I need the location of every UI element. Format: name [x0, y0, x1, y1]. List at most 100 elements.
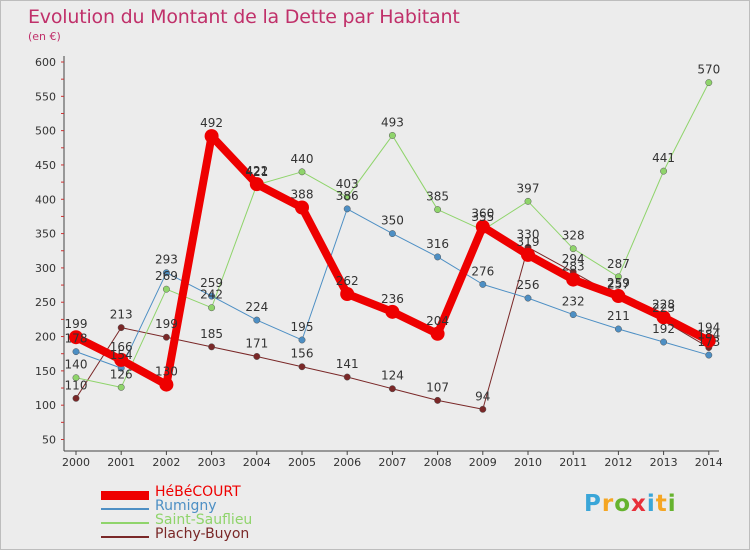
x-tick-label: 2003 — [198, 456, 226, 469]
data-label: 224 — [245, 300, 268, 314]
data-point — [72, 374, 80, 382]
data-label: 269 — [155, 269, 178, 283]
data-label: 328 — [562, 229, 585, 243]
data-label: 256 — [517, 278, 540, 292]
data-label: 388 — [291, 188, 314, 202]
data-label: 386 — [336, 189, 359, 203]
data-label: 166 — [110, 340, 133, 354]
data-point — [434, 206, 442, 214]
data-point — [475, 219, 490, 234]
data-point — [208, 292, 216, 300]
data-label: 422 — [245, 164, 268, 178]
data-label: 385 — [426, 190, 449, 204]
y-tick-label: 150 — [35, 365, 56, 378]
y-tick-label: 300 — [35, 262, 56, 275]
data-label: 276 — [471, 264, 494, 278]
data-point — [208, 343, 216, 351]
data-point — [72, 394, 80, 402]
legend-swatch — [101, 536, 149, 538]
data-label: 199 — [155, 317, 178, 331]
y-tick-label: 600 — [35, 56, 56, 69]
logo-letter: x — [631, 491, 647, 517]
data-point — [343, 193, 351, 201]
data-point — [298, 336, 306, 344]
y-tick-label: 500 — [35, 125, 56, 138]
data-point — [162, 333, 170, 341]
y-tick-label: 100 — [35, 399, 56, 412]
data-label: 178 — [65, 332, 88, 346]
data-label: 397 — [517, 181, 540, 195]
legend-label: Saint-Sauflieu — [155, 512, 253, 528]
data-label: 173 — [697, 335, 720, 349]
y-tick-label: 350 — [35, 228, 56, 241]
data-point — [204, 129, 219, 144]
data-point — [340, 286, 355, 301]
data-point — [388, 230, 396, 238]
data-label: 262 — [336, 274, 359, 288]
data-label: 316 — [426, 237, 449, 251]
logo-letter: i — [667, 491, 677, 517]
data-point — [249, 177, 264, 192]
data-label: 107 — [426, 380, 449, 394]
data-label: 126 — [110, 367, 133, 381]
data-point — [566, 272, 581, 287]
series-labels-group: 1991661304924223882622362043603192832592… — [65, 63, 721, 404]
data-label: 223 — [652, 301, 675, 315]
data-label: 421 — [245, 165, 268, 179]
data-label: 350 — [381, 214, 404, 228]
data-label: 154 — [110, 348, 133, 362]
data-label: 124 — [381, 369, 404, 383]
y-tick-label: 450 — [35, 159, 56, 172]
data-point — [385, 304, 400, 319]
data-point — [614, 273, 622, 281]
data-point — [434, 253, 442, 261]
data-label: 185 — [200, 327, 223, 341]
data-point — [117, 324, 125, 332]
data-point — [660, 167, 668, 175]
data-label: 403 — [336, 177, 359, 191]
legend-swatch — [101, 522, 149, 524]
data-label: 440 — [291, 152, 314, 166]
data-label: 195 — [291, 320, 314, 334]
data-label: 319 — [517, 235, 540, 249]
y-tick-label: 400 — [35, 193, 56, 206]
data-label: 156 — [291, 347, 314, 361]
x-tick-label: 2013 — [650, 456, 678, 469]
data-label: 232 — [562, 295, 585, 309]
data-point — [343, 205, 351, 213]
data-label: 259 — [200, 276, 223, 290]
data-label: 570 — [697, 63, 720, 77]
data-point — [162, 285, 170, 293]
data-point — [208, 304, 216, 312]
y-tick-label: 250 — [35, 296, 56, 309]
data-point — [298, 168, 306, 176]
logo-letter: P — [584, 491, 602, 517]
data-point — [117, 383, 125, 391]
data-label: 211 — [607, 309, 630, 323]
logo-letter: r — [601, 491, 615, 517]
data-label: 228 — [652, 297, 675, 311]
x-tick-label: 2004 — [243, 456, 271, 469]
data-point — [569, 311, 577, 319]
data-label: 293 — [155, 253, 178, 267]
data-point — [388, 385, 396, 393]
chart-title: Evolution du Montant de la Dette par Hab… — [28, 6, 460, 28]
data-label: 213 — [110, 308, 133, 322]
data-label: 493 — [381, 115, 404, 129]
logo-letter: i — [646, 491, 656, 517]
data-point — [434, 396, 442, 404]
y-tick-label: 550 — [35, 90, 56, 103]
data-point — [524, 294, 532, 302]
data-label: 492 — [200, 116, 223, 130]
data-label: 236 — [381, 292, 404, 306]
x-tick-label: 2012 — [604, 456, 632, 469]
data-point — [253, 353, 261, 360]
data-point — [569, 245, 577, 253]
x-tick-label: 2009 — [469, 456, 497, 469]
x-tick-label: 2001 — [107, 456, 135, 469]
x-tick-label: 2005 — [288, 456, 316, 469]
series-points-group — [69, 79, 716, 413]
legend-swatch — [101, 490, 149, 500]
data-label: 140 — [65, 358, 88, 372]
